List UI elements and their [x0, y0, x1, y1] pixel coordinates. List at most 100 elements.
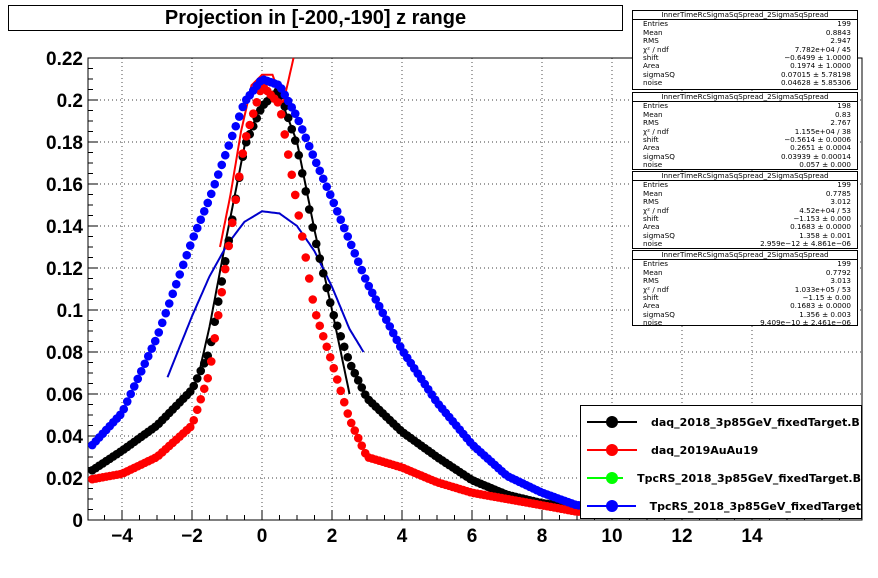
stats-box: InnerTimeRcSigmaSqSpread_2SigmaSqSpread E… [632, 171, 858, 249]
data-point [332, 321, 342, 331]
stats-row: shift −1.15 ± 0.00 [633, 293, 857, 303]
stats-key: Area [643, 61, 660, 71]
stats-key: Mean [643, 188, 663, 198]
legend-item-series-4: TpcRS_2018_3p85GeV_fixedTarget [581, 492, 861, 520]
stats-key: sigmaSQ [643, 309, 675, 319]
legend-marker-icon [587, 464, 624, 492]
stats-key: Entries [643, 101, 669, 111]
data-point [332, 207, 342, 216]
stats-value: 0.03939 ± 0.00014 [780, 151, 851, 161]
data-point [231, 195, 241, 205]
data-point [297, 232, 307, 241]
data-point [119, 404, 129, 414]
stats-key: Entries [643, 259, 669, 269]
data-point [304, 274, 314, 283]
stats-key: noise [643, 239, 663, 249]
y-tick-label: 0.12 [46, 259, 83, 280]
data-point [308, 223, 318, 232]
data-point [301, 187, 311, 196]
data-point [217, 277, 227, 286]
data-point [248, 109, 258, 118]
y-tick-label: 0.2 [57, 91, 83, 112]
data-point [311, 158, 321, 168]
stats-row: Entries 199 [633, 180, 857, 190]
legend-item-series-3: TpcRS_2018_3p85GeV_fixedTarget.B [581, 464, 861, 492]
stats-row: RMS 2.947 [633, 36, 857, 45]
data-point [199, 359, 209, 368]
stats-row: shift −0.6499 ± 1.0000 [633, 53, 857, 62]
data-point [189, 232, 199, 241]
data-point [189, 415, 199, 425]
stats-key: Area [643, 222, 660, 232]
legend-marker-icon [587, 408, 637, 436]
stats-row: Area 0.1683 ± 0.0000 [633, 222, 857, 232]
stats-value: 0.2651 ± 0.0004 [790, 143, 851, 153]
data-point [311, 239, 321, 249]
data-point [336, 331, 346, 341]
legend-label: TpcRS_2018_3p85GeV_fixedTarget.B [637, 471, 861, 485]
stats-key: Mean [643, 109, 663, 119]
data-point [364, 281, 374, 291]
data-point [175, 270, 185, 279]
stats-row: Entries 198 [633, 101, 857, 111]
stats-row: Area 0.1974 ± 1.0000 [633, 61, 857, 71]
data-point [385, 322, 395, 331]
stats-row: noise 0.057 ± 0.000 [633, 160, 857, 169]
data-point [126, 389, 136, 399]
stats-row: shift −1.153 ± 0.000 [633, 214, 857, 223]
data-point [315, 254, 325, 263]
stats-key: Entries [643, 180, 669, 190]
legend-label: daq_2018_3p85GeV_fixedTarget.B [651, 415, 860, 429]
data-point [322, 182, 332, 192]
data-point [325, 298, 335, 307]
data-point [227, 218, 237, 228]
data-point [329, 310, 339, 320]
data-point [290, 136, 300, 145]
stats-box: InnerTimeRcSigmaSqSpread_2SigmaSqSpread E… [632, 250, 858, 327]
stats-value: 1.033e+05 / 53 [794, 284, 851, 294]
stats-row: RMS 3.012 [633, 197, 857, 206]
stats-row: sigmaSQ 1.356 ± 0.003 [633, 309, 857, 319]
stats-value: 2.767 [830, 118, 851, 128]
data-point [210, 179, 220, 189]
stats-key: Area [643, 143, 660, 153]
stats-row: shift −0.5614 ± 0.0006 [633, 135, 857, 145]
stats-value: 1.155e+04 / 38 [794, 126, 851, 136]
stats-key: noise [643, 78, 663, 88]
data-point [346, 418, 356, 428]
stats-row: sigmaSQ 0.03939 ± 0.00014 [633, 151, 857, 161]
data-point [294, 211, 304, 220]
data-point [122, 397, 132, 406]
data-point [182, 250, 192, 260]
legend-label: daq_2019AuAu19 [651, 443, 759, 457]
data-point [220, 150, 230, 160]
x-tick-label: 2 [327, 526, 338, 547]
stats-value: −0.5614 ± 0.0006 [784, 135, 851, 145]
data-point [360, 274, 370, 283]
stats-row: Area 0.1683 ± 0.0000 [633, 302, 857, 311]
stats-row: sigmaSQ 1.358 ± 0.001 [633, 231, 857, 240]
data-point [203, 373, 213, 383]
stats-value: 199 [837, 259, 851, 269]
data-point [378, 308, 388, 318]
stats-value: 3.013 [830, 276, 851, 286]
stats-value: 0.8843 [825, 27, 851, 37]
data-point [304, 205, 314, 214]
data-point [140, 359, 150, 369]
stats-row: Mean 0.7785 [633, 188, 857, 198]
data-point [164, 299, 174, 308]
stats-box-name: InnerTimeRcSigmaSqSpread_2SigmaSqSpread [633, 11, 857, 21]
data-point [280, 130, 290, 139]
stats-value: −1.15 ± 0.00 [802, 293, 851, 303]
data-point [290, 190, 300, 200]
stats-value: 199 [837, 19, 851, 29]
stats-key: shift [643, 293, 659, 303]
data-point [304, 141, 314, 151]
data-point [318, 268, 328, 278]
data-point [339, 223, 349, 233]
data-point [199, 207, 209, 216]
legend-marker-icon [587, 436, 637, 464]
data-point [353, 257, 363, 267]
data-point [329, 363, 339, 373]
legend-item-series-2: daq_2019AuAu19 [581, 436, 861, 464]
